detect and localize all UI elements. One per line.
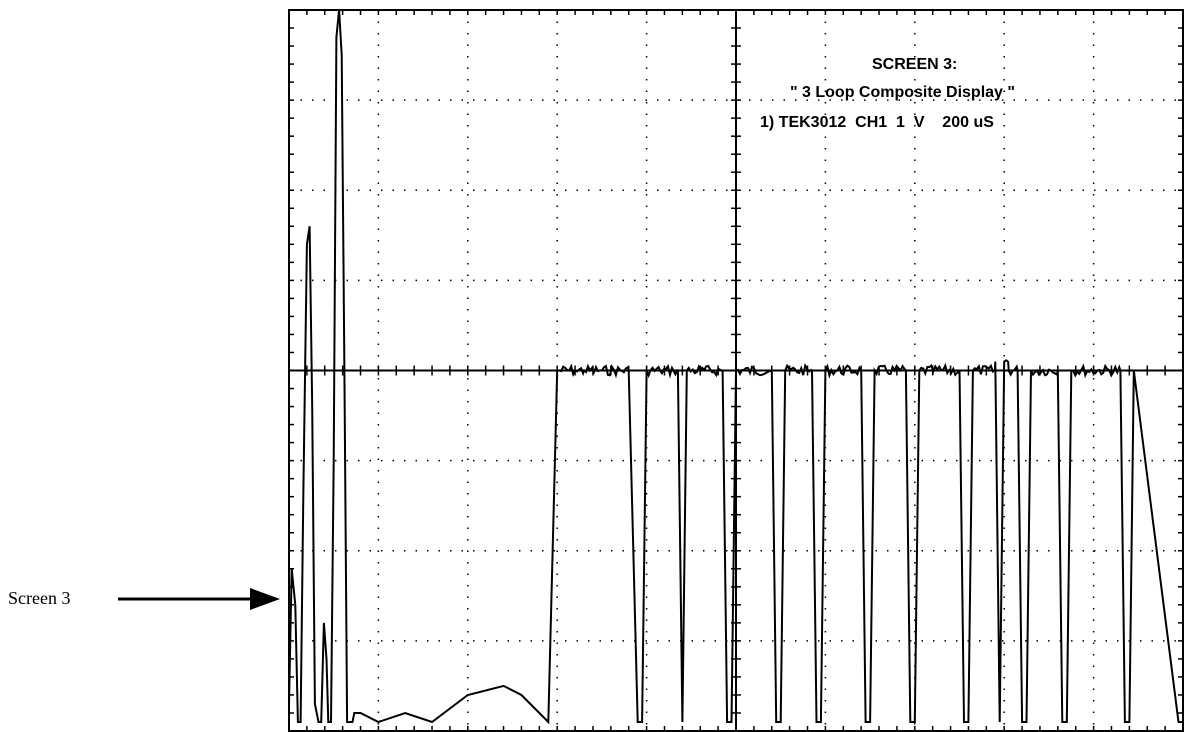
screen-label: Screen 3	[8, 588, 71, 608]
screen-arrow	[118, 588, 280, 610]
series-line-ch1	[288, 9, 1183, 725]
chart-title: SCREEN 3:	[872, 56, 958, 73]
chart-annotation: 1) TEK3012 CH1 1 V 200 uS	[760, 114, 994, 131]
arrow-head-icon	[250, 588, 280, 610]
chart-subtitle: " 3 Loop Composite Display "	[790, 84, 1015, 101]
